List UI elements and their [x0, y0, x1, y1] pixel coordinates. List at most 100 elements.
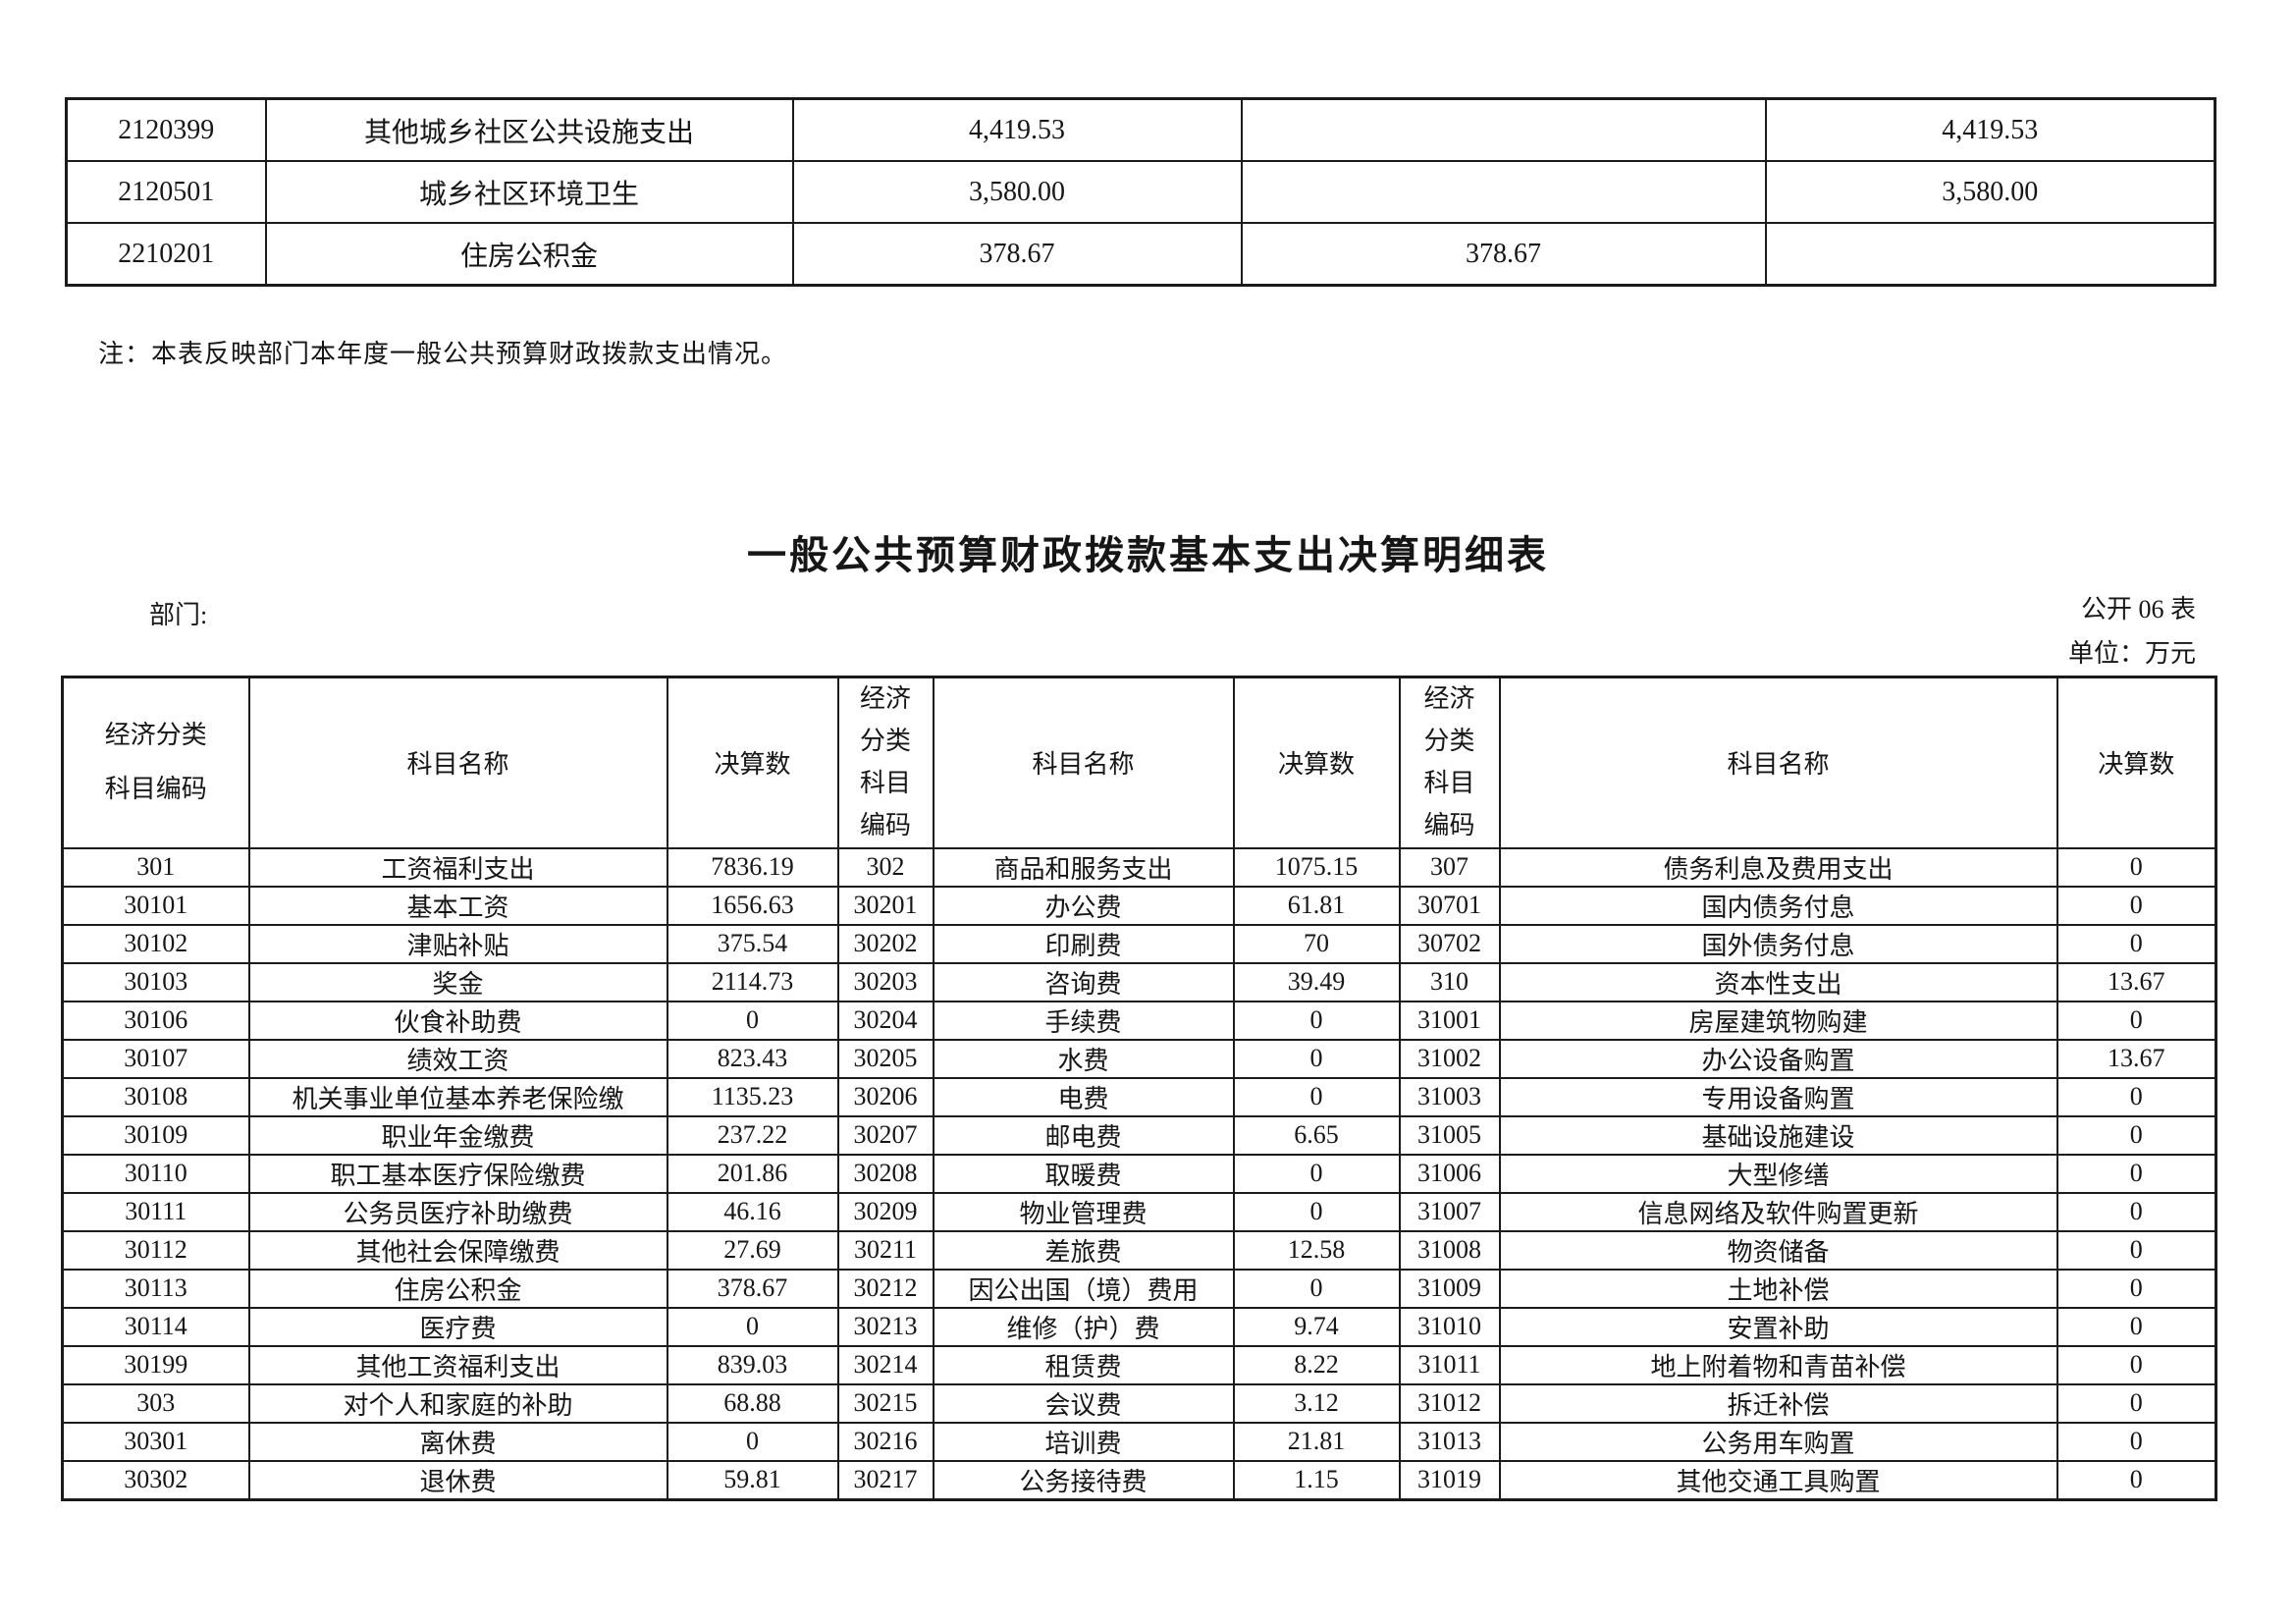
table-cell: 30216	[836, 1421, 934, 1462]
table-row: 30301 离休费 0 30216 培训费 21.81 31013 公务用车购置 0	[61, 1421, 2217, 1462]
table-cell: 302	[836, 846, 934, 888]
table-cell: 59.81	[666, 1459, 839, 1501]
table-cell: 30301	[61, 1421, 250, 1462]
table-cell: 823.43	[666, 1038, 839, 1079]
table-cell: 2210201	[65, 222, 267, 287]
table-cell: 公务用车购置	[1498, 1421, 2058, 1462]
table-cell: 会议费	[932, 1382, 1235, 1424]
table-cell: 0	[2056, 1229, 2217, 1271]
table-cell: 30112	[61, 1229, 250, 1271]
table-cell: 303	[61, 1382, 250, 1424]
table-cell: 31009	[1398, 1268, 1501, 1309]
table-cell: 30213	[836, 1306, 934, 1347]
table-cell: 0	[2056, 1421, 2217, 1462]
table-cell: 水费	[932, 1038, 1235, 1079]
table-cell: 30102	[61, 923, 250, 964]
table-cell: 住房公积金	[247, 1268, 668, 1309]
table-cell: 公务员医疗补助缴费	[247, 1191, 668, 1232]
table-cell: 31005	[1398, 1114, 1501, 1156]
table-cell: 31012	[1398, 1382, 1501, 1424]
table-row: 30302 退休费 59.81 30217 公务接待费 1.15 31019 其他交通工具购置…	[61, 1459, 2217, 1501]
table-cell: 68.88	[666, 1382, 839, 1424]
table-cell: 378.67	[791, 222, 1243, 287]
table-cell: 4,419.53	[1764, 97, 2216, 162]
table-cell: 信息网络及软件购置更新	[1498, 1191, 2058, 1232]
table-cell: 30217	[836, 1459, 934, 1501]
table-row: 30111 公务员医疗补助缴费 46.16 30209 物业管理费 0 31007 信息网络及…	[61, 1191, 2217, 1232]
table-cell: 退休费	[247, 1459, 668, 1501]
table-cell: 专用设备购置	[1498, 1076, 2058, 1117]
table-cell: 房屋建筑物购建	[1498, 1000, 2058, 1041]
header-subject-name-2: 科目名称	[932, 676, 1235, 849]
table-row: 2120501 城乡社区环境卫生 3,580.00 3,580.00	[65, 160, 2216, 224]
table-cell: 0	[2056, 1459, 2217, 1501]
table-cell: 国外债务付息	[1498, 923, 2058, 964]
table-cell: 1656.63	[666, 885, 839, 926]
table-cell: 30114	[61, 1306, 250, 1347]
table-cell: 378.67	[1240, 222, 1767, 287]
header-final-amount-3: 决算数	[2056, 676, 2217, 849]
table-cell: 30211	[836, 1229, 934, 1271]
table-cell: 30113	[61, 1268, 250, 1309]
table-cell: 物业管理费	[932, 1191, 1235, 1232]
table-cell: 30202	[836, 923, 934, 964]
table-cell: 31010	[1398, 1306, 1501, 1347]
table-cell: 机关事业单位基本养老保险缴	[247, 1076, 668, 1117]
table-cell: 培训费	[932, 1421, 1235, 1462]
table-cell: 租赁费	[932, 1344, 1235, 1385]
table-cell: 1.15	[1232, 1459, 1401, 1501]
table-cell: 307	[1398, 846, 1501, 888]
continued-expenditure-table: 2120399 其他城乡社区公共设施支出 4,419.53 4,419.53 21205…	[65, 97, 2216, 287]
table-cell: 30204	[836, 1000, 934, 1041]
table-row: 30109 职业年金缴费 237.22 30207 邮电费 6.65 31005 基础设施建设…	[61, 1114, 2217, 1156]
department-label: 部门:	[149, 601, 208, 629]
table-cell: 办公费	[932, 885, 1235, 926]
table-cell: 咨询费	[932, 961, 1235, 1002]
table-cell: 3.12	[1232, 1382, 1401, 1424]
table-cell: 7836.19	[666, 846, 839, 888]
table-cell: 30208	[836, 1153, 934, 1194]
table-cell: 13.67	[2056, 961, 2217, 1002]
table-cell: 离休费	[247, 1421, 668, 1462]
table-cell: 0	[2056, 1306, 2217, 1347]
table-cell: 1075.15	[1232, 846, 1401, 888]
table-cell: 30702	[1398, 923, 1501, 964]
table-cell: 邮电费	[932, 1114, 1235, 1156]
table-cell: 基础设施建设	[1498, 1114, 2058, 1156]
table-cell: 商品和服务支出	[932, 846, 1235, 888]
table-cell: 0	[2056, 1114, 2217, 1156]
table-cell: 31013	[1398, 1421, 1501, 1462]
table-cell: 61.81	[1232, 885, 1401, 926]
table-cell: 0	[1232, 1268, 1401, 1309]
table-cell: 31003	[1398, 1076, 1501, 1117]
table-cell: 839.03	[666, 1344, 839, 1385]
table-cell: 301	[61, 846, 250, 888]
header-subject-name-3: 科目名称	[1498, 676, 2058, 849]
table-cell: 手续费	[932, 1000, 1235, 1041]
table-cell	[1764, 222, 2216, 287]
table-cell: 大型修缮	[1498, 1153, 2058, 1194]
table-cell: 30201	[836, 885, 934, 926]
table-cell: 土地补偿	[1498, 1268, 2058, 1309]
table-cell: 30108	[61, 1076, 250, 1117]
table-cell: 46.16	[666, 1191, 839, 1232]
table-cell: 城乡社区环境卫生	[264, 160, 794, 224]
header-economic-code-1: 经济分类 科目编码	[61, 676, 250, 849]
table-cell: 30203	[836, 961, 934, 1002]
table-cell: 0	[2056, 1344, 2217, 1385]
table-cell: 1135.23	[666, 1076, 839, 1117]
table-cell: 0	[1232, 1191, 1401, 1232]
table-cell: 375.54	[666, 923, 839, 964]
table-cell: 对个人和家庭的补助	[247, 1382, 668, 1424]
table-cell: 0	[2056, 1076, 2217, 1117]
table-cell: 9.74	[1232, 1306, 1401, 1347]
table-cell: 医疗费	[247, 1306, 668, 1347]
header-subject-name-1: 科目名称	[247, 676, 668, 849]
table-cell: 0	[2056, 1000, 2217, 1041]
table-cell: 资本性支出	[1498, 961, 2058, 1002]
table-cell: 2114.73	[666, 961, 839, 1002]
table-cell: 31002	[1398, 1038, 1501, 1079]
table-footnote: 注：本表反映部门本年度一般公共预算财政拨款支出情况。	[98, 340, 788, 368]
table-cell: 8.22	[1232, 1344, 1401, 1385]
table-cell: 因公出国（境）费用	[932, 1268, 1235, 1309]
